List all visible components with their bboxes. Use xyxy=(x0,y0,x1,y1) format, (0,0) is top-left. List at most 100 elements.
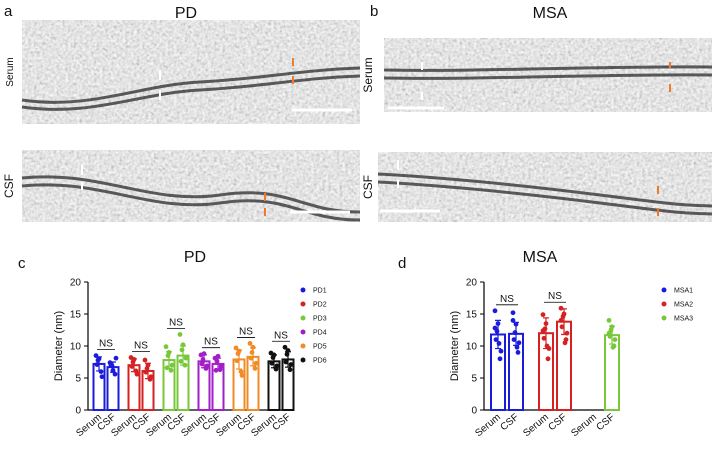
y-tick-label: 15 xyxy=(70,310,82,321)
x-tick-label: CSF xyxy=(547,412,569,433)
data-point xyxy=(510,310,516,316)
y-tick-label: 5 xyxy=(75,374,81,385)
x-tick-label: CSF xyxy=(595,412,617,433)
data-point xyxy=(199,361,205,367)
y-tick-label: 10 xyxy=(466,342,478,353)
y-tick-label: 5 xyxy=(471,374,477,385)
legend-marker xyxy=(300,315,306,321)
data-point xyxy=(514,344,520,350)
data-point xyxy=(177,332,183,337)
data-point xyxy=(287,367,293,373)
data-point xyxy=(274,363,280,369)
data-point xyxy=(541,335,547,341)
sig-label: NS xyxy=(134,341,148,352)
row-label: CSF xyxy=(361,175,375,199)
y-tick-label: 10 xyxy=(70,342,82,353)
arrows xyxy=(264,58,671,216)
data-point xyxy=(511,337,517,342)
scale-bars xyxy=(290,106,444,214)
data-point xyxy=(496,341,502,346)
sig-label: NS xyxy=(500,294,514,305)
data-point xyxy=(606,318,612,323)
data-point xyxy=(112,371,118,377)
data-point xyxy=(204,363,210,369)
data-point xyxy=(182,362,188,368)
data-point xyxy=(271,352,277,358)
data-point xyxy=(96,356,102,362)
data-point xyxy=(610,344,616,350)
legend-label: PD5 xyxy=(313,344,327,351)
legend-label: PD1 xyxy=(313,288,327,295)
data-point xyxy=(540,328,546,334)
data-point xyxy=(495,321,501,326)
data-point xyxy=(239,373,245,378)
data-point xyxy=(134,371,140,377)
data-point xyxy=(215,353,221,359)
data-point xyxy=(166,350,172,355)
panel-letter: b xyxy=(370,3,378,20)
data-point xyxy=(492,308,498,314)
data-point xyxy=(214,358,220,364)
panel-letter: d xyxy=(398,255,406,272)
data-point xyxy=(99,374,105,380)
legend-label: MSA3 xyxy=(674,316,693,323)
data-point xyxy=(253,360,259,366)
panel-letter: c xyxy=(18,255,26,272)
legend-label: PD2 xyxy=(313,302,327,309)
data-point xyxy=(183,355,189,361)
data-point xyxy=(493,337,499,342)
data-point xyxy=(218,364,224,369)
data-point xyxy=(288,362,294,367)
data-point xyxy=(285,348,291,353)
data-point xyxy=(148,374,154,380)
chart-title: PD xyxy=(184,249,206,266)
data-point xyxy=(612,337,618,342)
legend-label: PD6 xyxy=(313,358,327,365)
panel-letter: a xyxy=(4,3,13,20)
micrographs xyxy=(21,20,712,222)
sig-label: NS xyxy=(169,317,183,328)
data-point xyxy=(129,364,135,369)
data-point xyxy=(561,311,567,317)
row-label: Serum xyxy=(5,57,16,86)
panel-title: MSA xyxy=(533,5,568,22)
data-point xyxy=(94,362,100,367)
data-point xyxy=(236,348,242,354)
data-point xyxy=(164,365,170,371)
data-point xyxy=(283,359,289,365)
data-point xyxy=(108,362,114,368)
data-point xyxy=(93,353,99,358)
y-tick-label: 15 xyxy=(466,310,478,321)
data-point xyxy=(510,318,516,323)
y-tick-label: 20 xyxy=(466,278,478,289)
data-point xyxy=(606,330,612,336)
data-point xyxy=(249,350,255,355)
chart-title: MSA xyxy=(523,249,558,266)
data-point xyxy=(234,358,240,364)
row-label: CSF xyxy=(2,174,16,198)
data-point xyxy=(558,305,564,311)
data-point xyxy=(497,356,503,362)
sig-label: NS xyxy=(99,339,113,350)
data-point xyxy=(269,360,275,366)
legend-label: MSA2 xyxy=(674,302,693,309)
legend-label: MSA1 xyxy=(674,288,693,295)
data-point xyxy=(513,321,519,327)
data-point xyxy=(238,369,244,374)
legend-marker xyxy=(300,301,306,307)
sig-label: NS xyxy=(239,326,253,337)
data-point xyxy=(110,367,116,373)
data-point xyxy=(543,321,549,326)
data-point xyxy=(169,362,175,368)
data-point xyxy=(163,344,169,350)
data-point xyxy=(113,355,119,361)
legend-marker xyxy=(300,329,306,335)
data-point xyxy=(516,340,522,346)
data-point xyxy=(200,357,206,362)
legend-marker xyxy=(661,287,667,293)
legend-marker xyxy=(661,315,667,321)
data-point xyxy=(515,350,521,355)
data-point xyxy=(558,318,564,323)
x-tick-label: CSF xyxy=(499,412,521,433)
